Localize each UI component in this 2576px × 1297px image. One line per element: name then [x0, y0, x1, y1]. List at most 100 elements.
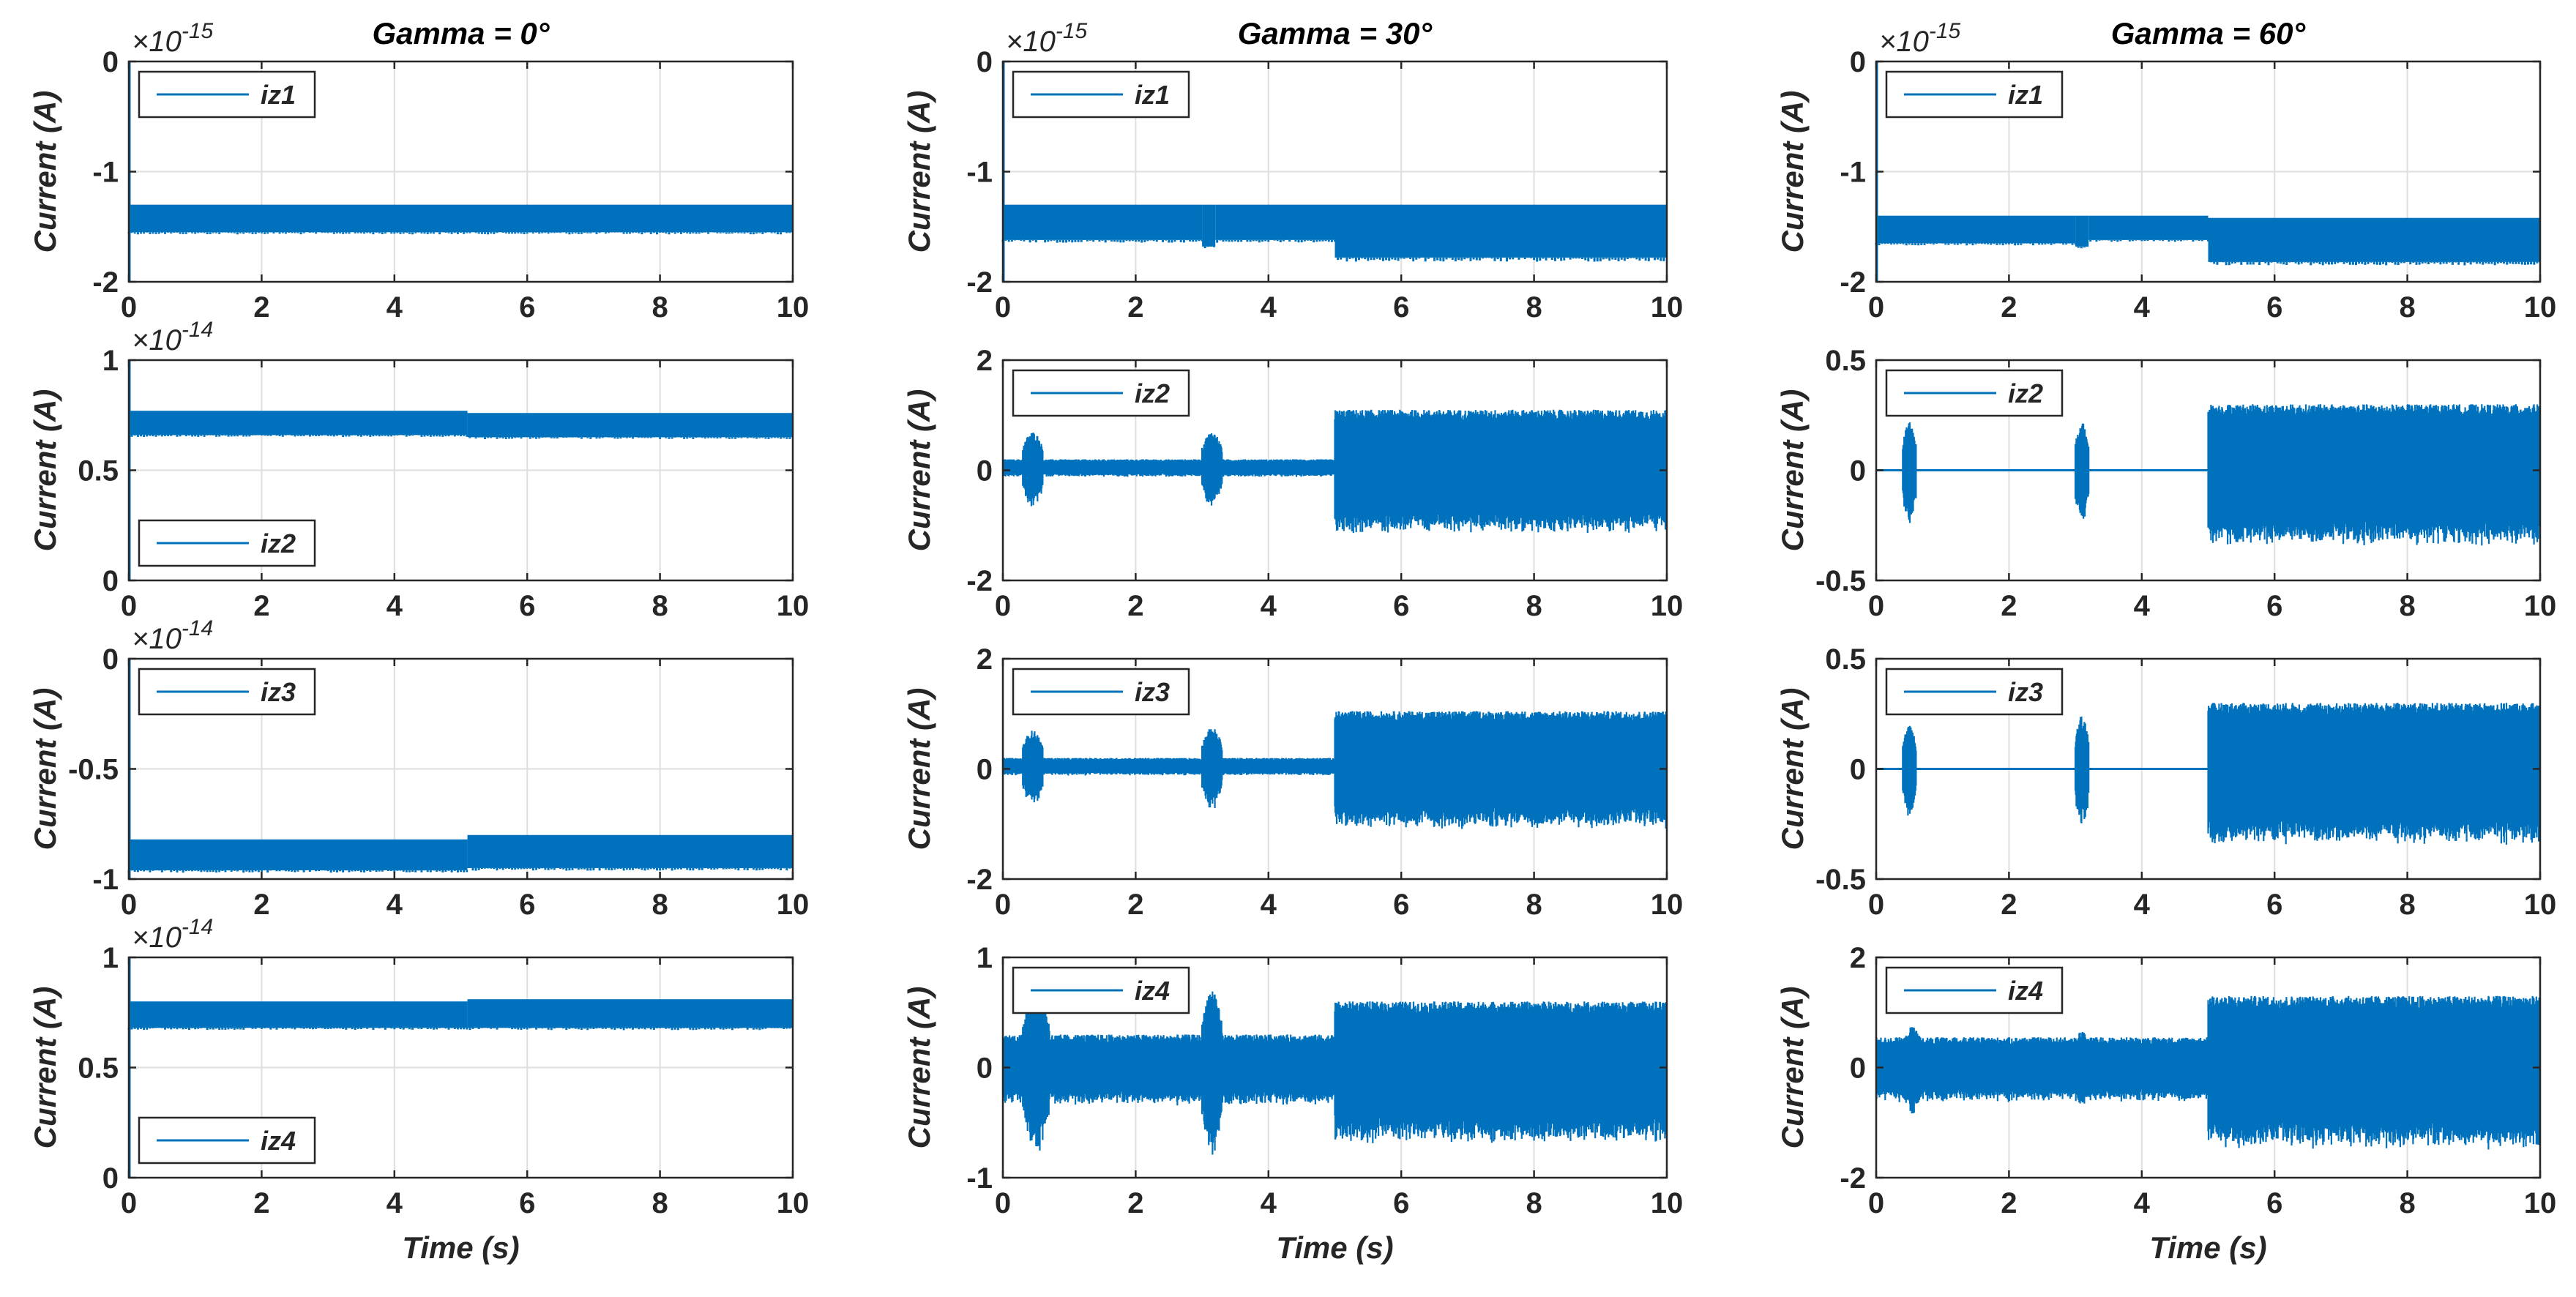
- y-tick-label: -1: [92, 157, 119, 189]
- y-tick-label: 0: [1850, 1053, 1866, 1085]
- x-tick-label: 6: [519, 1187, 535, 1219]
- y-tick-label: 0: [977, 455, 993, 487]
- x-tick-label: 8: [2399, 1187, 2415, 1219]
- data-band: [1876, 215, 2076, 244]
- y-tick-label: 2: [1850, 942, 1866, 974]
- x-tick-label: 6: [2266, 1187, 2282, 1219]
- series-iz1: [127, 61, 793, 282]
- x-tick-label: 4: [1261, 291, 1277, 324]
- x-tick-label: 4: [387, 889, 403, 921]
- axis-exponent: ×10-14: [132, 616, 213, 655]
- y-tick-label: -2: [1840, 266, 1866, 299]
- x-axis-label: Time (s): [402, 1230, 519, 1265]
- legend: iz1: [1012, 70, 1190, 119]
- x-tick-label: 6: [519, 889, 535, 921]
- x-tick-label: 6: [2266, 291, 2282, 324]
- x-tick-label: 8: [1526, 889, 1542, 921]
- x-tick-label: 10: [2524, 590, 2557, 622]
- y-tick-label: 0: [102, 565, 119, 597]
- y-tick-label: -1: [966, 157, 993, 189]
- y-tick-label: -1: [966, 1162, 993, 1195]
- y-tick-label: -2: [1840, 1162, 1866, 1195]
- y-tick-label: -1: [92, 864, 119, 896]
- x-tick-label: 4: [387, 1187, 403, 1219]
- y-tick-label: 0.5: [78, 1053, 119, 1085]
- y-axis-label: Current (A): [28, 987, 62, 1149]
- x-tick-label: 6: [2266, 889, 2282, 921]
- legend: iz1: [138, 70, 316, 119]
- data-band: [467, 999, 793, 1028]
- x-tick-label: 8: [652, 590, 668, 622]
- data-band: [129, 1001, 468, 1028]
- series-iz1: [1001, 61, 1667, 282]
- subplot-1-1: 0 2 4 6 8 10 0 -1 -2 Current (A) Gamma = 0° ×10-15 i…: [28, 16, 809, 324]
- legend-label: iz2: [2008, 378, 2043, 408]
- legend-label: iz2: [1135, 378, 1170, 408]
- data-band: [1202, 204, 1216, 247]
- y-tick-label: -2: [966, 266, 993, 299]
- x-axis-label: Time (s): [2149, 1230, 2266, 1265]
- legend-label: iz4: [261, 1126, 296, 1156]
- legend-label: iz4: [1135, 976, 1170, 1006]
- x-tick-label: 6: [519, 590, 535, 622]
- legend: iz4: [138, 1116, 316, 1165]
- series-iz3: [127, 659, 793, 879]
- legend: iz3: [138, 668, 316, 716]
- data-band: [129, 204, 793, 233]
- x-tick-label: 10: [2524, 291, 2557, 324]
- y-tick-label: -2: [92, 266, 119, 299]
- legend: iz2: [1885, 369, 2064, 417]
- legend-label: iz1: [261, 80, 296, 110]
- x-tick-label: 10: [2524, 889, 2557, 921]
- axis-exponent: ×10-14: [132, 318, 213, 356]
- y-tick-label: -2: [966, 864, 993, 896]
- x-tick-label: 8: [1526, 291, 1542, 324]
- y-axis-label: Current (A): [902, 389, 936, 552]
- axis-exponent: ×10-15: [1879, 19, 1961, 58]
- y-tick-label: -1: [1840, 157, 1866, 189]
- subplot-3-1: 0 2 4 6 8 10 0 -0.5 -1 Current (A) ×10-14 iz3: [28, 616, 809, 921]
- x-tick-label: 10: [777, 291, 810, 324]
- x-tick-label: 4: [1261, 590, 1277, 622]
- x-tick-label: 8: [2399, 590, 2415, 622]
- axis-exponent: ×10-15: [1006, 19, 1088, 58]
- y-axis-label: Current (A): [28, 389, 62, 552]
- x-tick-label: 0: [1868, 889, 1884, 921]
- x-tick-label: 2: [1127, 291, 1143, 324]
- subplot-title: Gamma = 30°: [1238, 16, 1433, 51]
- legend-label: iz3: [2008, 677, 2043, 707]
- x-tick-label: 10: [1651, 291, 1684, 324]
- x-tick-label: 4: [2134, 889, 2151, 921]
- data-band: [2075, 215, 2089, 247]
- legend-label: iz2: [261, 528, 296, 558]
- legend-label: iz1: [1135, 80, 1170, 110]
- x-tick-label: 6: [1393, 291, 1409, 324]
- x-tick-label: 0: [995, 291, 1011, 324]
- x-tick-label: 2: [1127, 889, 1143, 921]
- x-tick-label: 10: [1651, 889, 1684, 921]
- y-tick-label: 0: [1850, 46, 1866, 78]
- x-tick-label: 2: [2001, 590, 2017, 622]
- x-tick-label: 10: [1651, 590, 1684, 622]
- x-tick-label: 2: [2001, 1187, 2017, 1219]
- y-tick-label: 1: [977, 942, 993, 974]
- x-tick-label: 10: [1651, 1187, 1684, 1219]
- x-tick-label: 4: [2134, 590, 2151, 622]
- legend-label: iz3: [261, 677, 296, 707]
- axis-exponent: ×10-15: [132, 19, 214, 58]
- x-tick-label: 2: [253, 1187, 269, 1219]
- data-band: [467, 834, 793, 868]
- data-band: [129, 411, 468, 436]
- y-tick-label: 2: [977, 345, 993, 377]
- legend-label: iz1: [2008, 80, 2043, 110]
- y-tick-label: 0: [102, 643, 119, 676]
- series-iz4: [127, 957, 793, 1178]
- y-tick-label: -0.5: [1815, 864, 1866, 896]
- series-iz2: [1876, 404, 2541, 546]
